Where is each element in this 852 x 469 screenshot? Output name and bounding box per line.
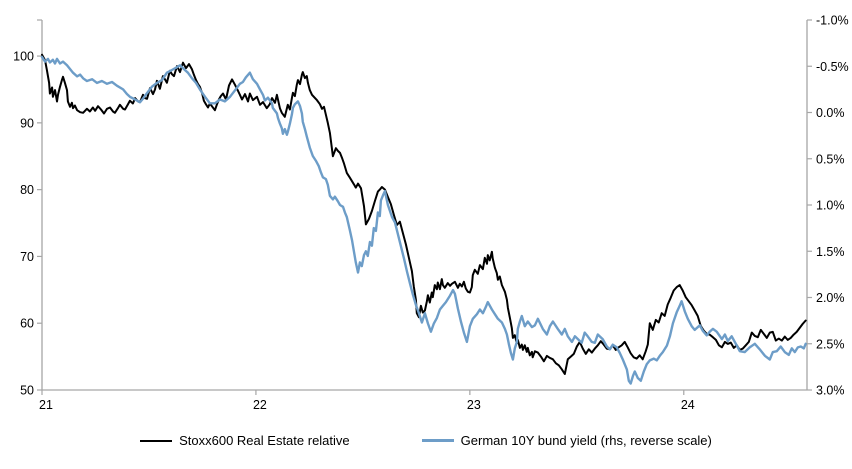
legend: Stoxx600 Real Estate relative German 10Y… [0, 433, 852, 448]
x-axis-tick-label: 22 [253, 398, 267, 412]
left-axis-tick-label: 90 [20, 116, 34, 130]
right-axis-tick-label: 2.5% [816, 337, 845, 351]
left-axis-tick-label: 60 [20, 317, 34, 331]
left-axis-tick-label: 70 [20, 250, 34, 264]
legend-item-bund: German 10Y bund yield (rhs, reverse scal… [421, 433, 712, 448]
left-axis-tick-label: 80 [20, 183, 34, 197]
legend-label-stoxx: Stoxx600 Real Estate relative [179, 433, 350, 448]
right-axis-tick-label: 1.0% [816, 199, 845, 213]
legend-label-bund: German 10Y bund yield (rhs, reverse scal… [460, 433, 712, 448]
right-axis-tick-label: 0.0% [816, 106, 845, 120]
series-bund-line [40, 55, 807, 385]
legend-item-stoxx: Stoxx600 Real Estate relative [140, 433, 350, 448]
legend-line-swatch-bund [421, 439, 454, 442]
left-axis-tick-label: 100 [13, 50, 34, 64]
right-axis-tick-label: -0.5% [816, 60, 849, 74]
right-axis-tick-label: 1.5% [816, 245, 845, 259]
legend-line-swatch-stoxx [140, 439, 173, 442]
right-axis-tick-label: 2.0% [816, 291, 845, 305]
x-axis-tick-label: 21 [39, 398, 53, 412]
x-axis-tick-label: 23 [467, 398, 481, 412]
right-axis-tick-label: 0.5% [816, 152, 845, 166]
right-axis-tick-label: -1.0% [816, 14, 849, 28]
x-axis-tick-label: 24 [681, 398, 695, 412]
right-axis-tick-label: 3.0% [816, 384, 845, 398]
left-axis-tick-label: 50 [20, 384, 34, 398]
